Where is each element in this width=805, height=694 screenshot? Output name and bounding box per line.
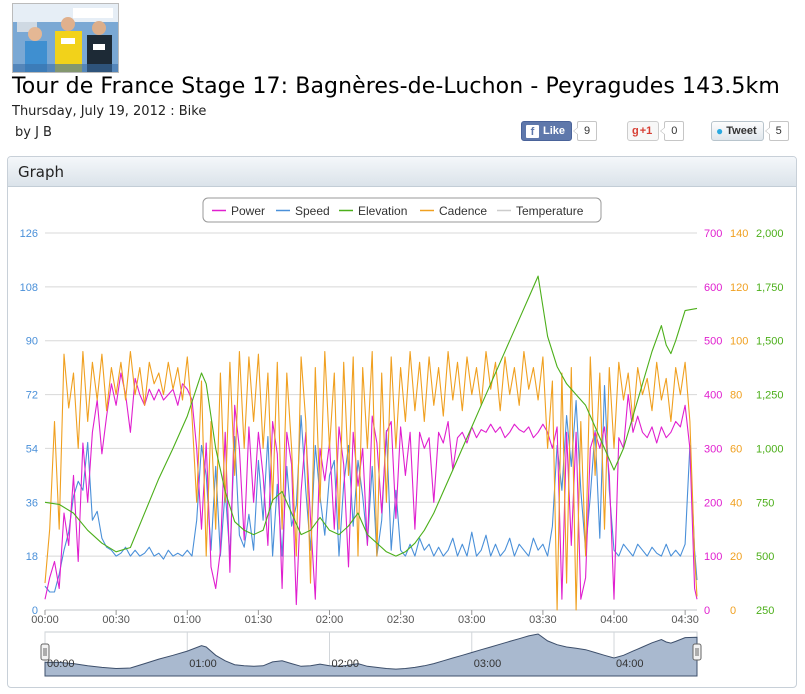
navigator-tick: 01:00 — [189, 658, 217, 670]
series-line-power — [44, 372, 698, 606]
x-axis-tick: 03:00 — [458, 614, 486, 626]
x-axis-tick: 00:30 — [102, 614, 130, 626]
x-axis-tick: 01:00 — [173, 614, 201, 626]
time-navigator: 00:00 01:00 02:00 03:00 04:00 — [40, 631, 702, 677]
x-axis-tick: 03:30 — [529, 614, 557, 626]
elevation-axis-tick: 500 — [756, 551, 774, 563]
elevation-axis-tick: 2,000 — [756, 228, 784, 240]
twitter-tweet-count: 5 — [764, 121, 789, 141]
cadence-axis-tick: 80 — [730, 390, 742, 402]
navigator-tick: 00:00 — [47, 658, 75, 670]
x-axis-tick: 02:30 — [387, 614, 415, 626]
twitter-tweet-label: Tweet — [726, 125, 757, 137]
power-axis-tick: 600 — [704, 282, 722, 294]
series-line-cadence — [44, 350, 698, 611]
elevation-axis-tick: 1,250 — [756, 390, 784, 402]
cadence-axis-tick: 120 — [730, 282, 748, 294]
cyclists-podium-photo — [13, 4, 118, 72]
twitter-bird-icon: ● — [716, 124, 724, 138]
legend-item-elevation[interactable]: Elevation — [339, 204, 407, 218]
series-line-elevation — [44, 275, 698, 557]
google-plus-icon: g — [632, 125, 639, 137]
x-axis-tick: 04:30 — [671, 614, 699, 626]
legend-item-cadence[interactable]: Cadence — [420, 204, 487, 218]
navigator-tick: 04:00 — [616, 658, 644, 670]
facebook-like-widget: f Like 9 — [521, 121, 598, 141]
speed-axis-tick: 126 — [20, 228, 38, 240]
legend-label: Power — [231, 204, 265, 218]
navigator-left-handle[interactable] — [40, 643, 50, 661]
navigator-right-handle[interactable] — [692, 643, 702, 661]
chart-legend: Power Speed Elevation Cadence Temperature — [202, 197, 602, 223]
x-axis-tick: 01:30 — [245, 614, 273, 626]
legend-item-temperature[interactable]: Temperature — [497, 204, 584, 218]
cadence-axis-tick: 100 — [730, 336, 748, 348]
author-byline: by J B — [15, 125, 52, 140]
legend-item-speed[interactable]: Speed — [276, 204, 330, 218]
handle-body — [40, 643, 50, 661]
navigator-tick: 02:00 — [332, 658, 360, 670]
cadence-axis-tick: 140 — [730, 228, 748, 240]
x-axis-tick: 04:00 — [600, 614, 628, 626]
stage-photo — [12, 3, 119, 73]
power-axis-tick: 300 — [704, 443, 722, 455]
handle-body — [692, 643, 702, 661]
power-axis-tick: 200 — [704, 497, 722, 509]
elevation-axis-tick: 1,000 — [756, 443, 784, 455]
speed-axis-tick: 108 — [20, 282, 38, 294]
speed-axis-tick: 54 — [26, 443, 38, 455]
graph-panel: Graph — [7, 156, 797, 688]
power-axis-tick: 400 — [704, 390, 722, 402]
elevation-axis-tick: 1,750 — [756, 282, 784, 294]
elevation-axis-tick: 250 — [756, 605, 774, 617]
power-axis-tick: 0 — [704, 605, 710, 617]
legend-label: Cadence — [439, 204, 487, 218]
legend-label: Speed — [295, 204, 330, 218]
power-axis-tick: 500 — [704, 336, 722, 348]
graph-panel-title: Graph — [8, 157, 796, 187]
cadence-axis-tick: 20 — [730, 551, 742, 563]
elevation-axis-tick: 1,500 — [756, 336, 784, 348]
legend-label: Elevation — [358, 204, 407, 218]
legend-item-power[interactable]: Power — [212, 204, 265, 218]
series-line-speed — [44, 385, 698, 593]
power-axis-tick: 100 — [704, 551, 722, 563]
google-plus-count: 0 — [660, 121, 685, 141]
google-plus-button[interactable]: g +1 — [627, 121, 660, 141]
cadence-axis-tick: 0 — [730, 605, 736, 617]
google-plus-widget: g +1 0 — [627, 121, 685, 141]
x-axis-tick: 02:00 — [316, 614, 344, 626]
facebook-like-button[interactable]: f Like — [521, 121, 573, 141]
facebook-like-count: 9 — [572, 121, 598, 141]
power-axis-tick: 700 — [704, 228, 722, 240]
activity-date: Thursday, July 19, 2012 : Bike — [12, 104, 207, 119]
twitter-tweet-widget: ● Tweet 5 — [711, 121, 789, 141]
legend-label: Temperature — [516, 204, 584, 218]
navigator-tick: 03:00 — [474, 658, 502, 670]
speed-axis-tick: 0 — [32, 605, 38, 617]
cadence-axis-tick: 40 — [730, 497, 742, 509]
cadence-axis-tick: 60 — [730, 443, 742, 455]
speed-axis-tick: 90 — [26, 336, 38, 348]
speed-axis-tick: 36 — [26, 497, 38, 509]
speed-axis-tick: 72 — [26, 390, 38, 402]
facebook-like-label: Like — [543, 125, 566, 137]
speed-axis-tick: 18 — [26, 551, 38, 563]
navigator-elevation-area — [44, 633, 698, 677]
twitter-tweet-button[interactable]: ● Tweet — [711, 121, 764, 141]
facebook-icon: f — [526, 124, 539, 138]
elevation-axis-tick: 750 — [756, 497, 774, 509]
legend-box — [202, 197, 602, 223]
page-title: Tour de France Stage 17: Bagnères-de-Luc… — [12, 74, 780, 99]
google-plus-label: +1 — [639, 125, 653, 137]
x-axis-tick: 00:00 — [31, 614, 59, 626]
